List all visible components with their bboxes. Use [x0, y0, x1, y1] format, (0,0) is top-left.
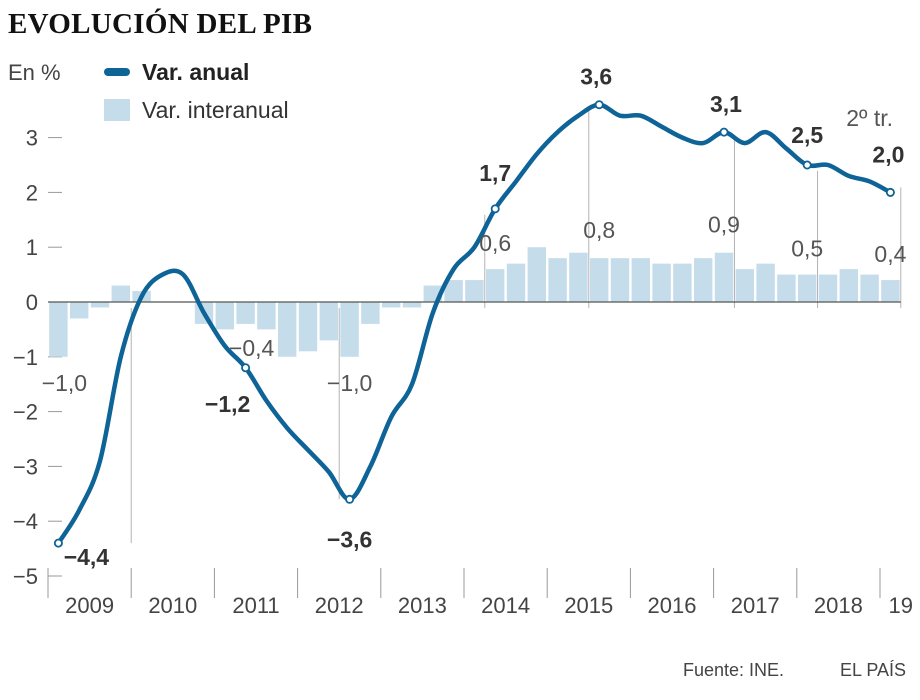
interannual-bar — [714, 252, 734, 302]
interannual-bar — [839, 269, 858, 302]
guide-lines — [130, 110, 902, 544]
interannual-bar — [818, 274, 838, 302]
legend-line-swatch — [104, 68, 130, 76]
interannual-bar — [340, 302, 359, 357]
interannual-value-label: −0,4 — [229, 335, 275, 361]
source-note: Fuente: INE. — [683, 660, 784, 680]
y-tick-label: −1 — [13, 345, 38, 370]
y-axis: 3 2 1 0 −1 −2 −3 −4 −5 — [13, 126, 62, 589]
interannual-bar — [111, 285, 130, 302]
interannual-value-label: 0,5 — [791, 236, 823, 262]
interannual-bar — [756, 263, 775, 302]
line-marker — [885, 187, 895, 197]
legend-bar-swatch — [104, 99, 130, 121]
interannual-bar — [319, 302, 338, 341]
y-tick-label: 2 — [26, 180, 38, 205]
x-tick-label: 2014 — [481, 593, 530, 618]
interannual-value-label: −1,0 — [42, 370, 87, 396]
data-labels: −4,4 −1,2 −3,6 1,7 3,6 3,1 2,5 2,0 −1,0 −0,4 −1,0 0… — [42, 64, 907, 570]
interannual-bar — [610, 258, 630, 302]
interannual-bar — [70, 302, 89, 319]
interannual-value-label: 0,4 — [874, 241, 906, 267]
interannual-bar — [777, 274, 796, 302]
last-period-label: 2º tr. — [846, 105, 893, 131]
interannual-bar — [236, 302, 255, 324]
interannual-bar — [527, 247, 546, 302]
chart-title: EVOLUCIÓN DEL PIB — [8, 8, 313, 40]
interannual-bar — [652, 263, 671, 302]
interannual-bar — [361, 302, 380, 324]
line-marker — [802, 160, 812, 170]
y-tick-label: −3 — [13, 454, 38, 479]
y-tick-label: −2 — [13, 400, 38, 425]
interannual-bar — [298, 302, 318, 352]
interannual-bar — [735, 269, 754, 302]
interannual-bar — [444, 280, 463, 302]
interannual-value-label: 0,8 — [583, 217, 615, 243]
annual-value-label: 1,7 — [479, 160, 511, 186]
annual-line — [56, 102, 893, 546]
interannual-value-label: 0,6 — [479, 230, 511, 256]
line-marker — [345, 494, 355, 504]
annual-line-path — [56, 102, 893, 546]
line-marker — [241, 363, 251, 373]
x-tick-label: 2017 — [731, 593, 780, 618]
interannual-bar — [673, 263, 692, 302]
annual-value-label: −3,6 — [327, 526, 372, 552]
line-marker — [594, 100, 604, 110]
y-tick-label: 3 — [26, 126, 38, 151]
interannual-bar — [548, 258, 567, 302]
interannual-bar — [506, 263, 526, 302]
x-tick-label: 2011 — [232, 593, 279, 618]
x-tick-label: 2016 — [648, 593, 697, 618]
x-tick-label: 2013 — [398, 593, 447, 618]
unit-label: En % — [8, 60, 61, 85]
annual-value-label: −1,2 — [205, 391, 250, 417]
annual-value-label: 3,6 — [580, 64, 612, 90]
legend-interannual: Var. interanual — [142, 97, 289, 123]
interannual-bar — [382, 302, 401, 308]
interannual-bar — [694, 258, 713, 302]
interannual-bar — [90, 302, 110, 308]
interannual-bar — [486, 269, 505, 302]
interannual-bar — [257, 302, 276, 330]
x-tick-label: 2015 — [564, 593, 613, 618]
brand-name: EL PAÍS — [840, 660, 906, 680]
interannual-bar — [798, 274, 817, 302]
x-axis: 2009 2010 2011 2012 2013 2014 2015 2016 2017 2018… — [47, 301, 913, 618]
line-marker — [490, 204, 500, 214]
interannual-bar — [402, 302, 422, 308]
y-tick-label: −5 — [13, 564, 38, 589]
annual-value-label: 2,5 — [791, 122, 823, 148]
x-tick-label: 2018 — [814, 593, 863, 618]
interannual-value-label: −1,0 — [327, 370, 372, 396]
line-marker — [53, 538, 63, 548]
interannual-bar — [631, 258, 650, 302]
interannual-bar — [49, 302, 68, 357]
x-tick-label: 2012 — [315, 593, 364, 618]
x-tick-label: 19 — [889, 593, 913, 618]
interannual-bar — [881, 280, 900, 302]
interannual-bar — [465, 280, 484, 302]
interannual-bar — [278, 302, 297, 357]
y-tick-label: −4 — [13, 509, 38, 534]
interannual-bar — [590, 258, 609, 302]
annual-value-label: −4,4 — [64, 544, 110, 570]
annual-value-label: 2,0 — [872, 141, 904, 167]
y-tick-label: 0 — [26, 290, 38, 315]
interannual-bar — [215, 302, 234, 330]
x-tick-label: 2009 — [65, 593, 114, 618]
interannual-value-label: 0,9 — [708, 212, 740, 238]
x-tick-label: 2010 — [148, 593, 197, 618]
annual-value-label: 3,1 — [710, 91, 742, 117]
interannual-bar — [860, 274, 879, 302]
y-tick-label: 1 — [26, 235, 38, 260]
legend-annual: Var. anual — [142, 59, 249, 85]
interannual-bar — [569, 252, 588, 302]
line-marker — [719, 127, 729, 137]
